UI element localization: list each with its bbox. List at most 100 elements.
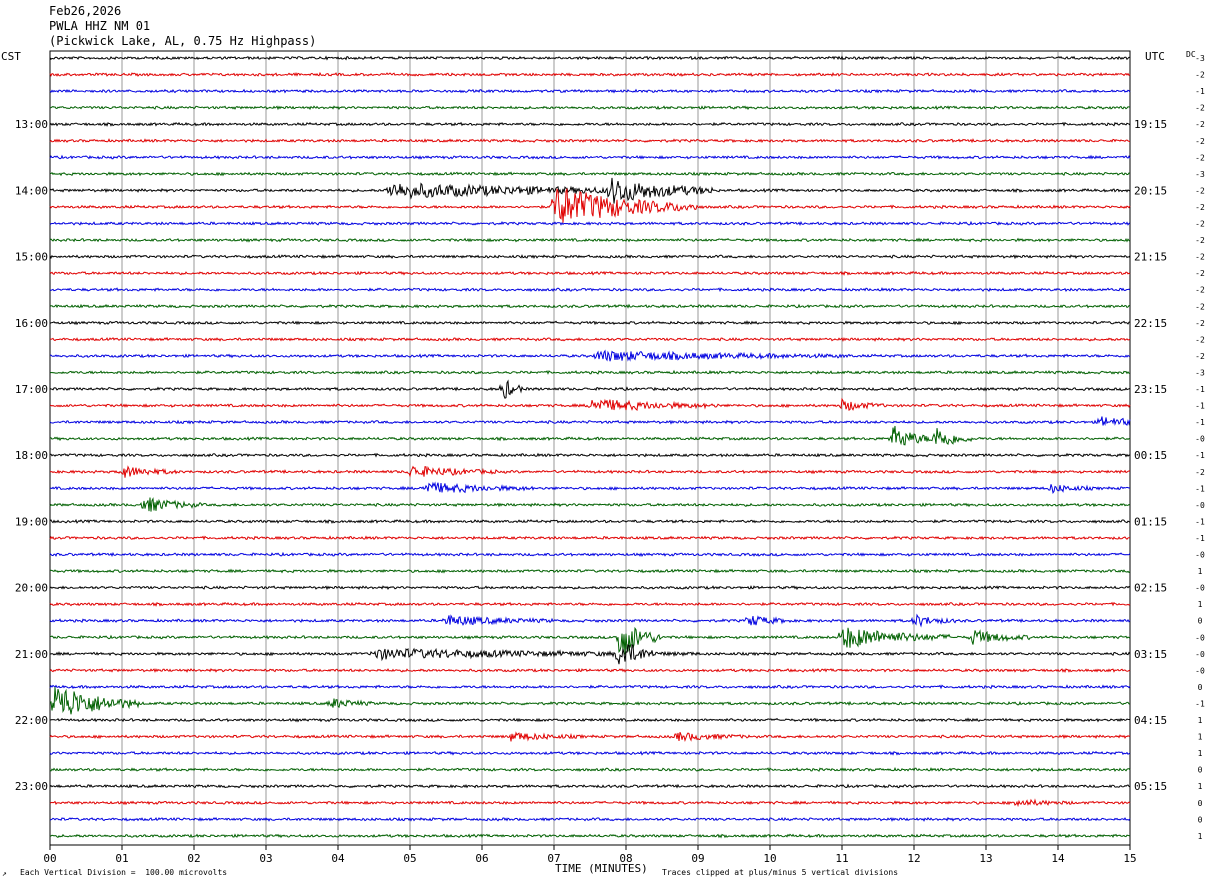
dc-offset-label: -2 bbox=[1195, 220, 1205, 229]
cst-hour-label: 21:00 bbox=[15, 648, 48, 661]
cst-hour-label: 23:00 bbox=[15, 780, 48, 793]
station-label: PWLA HHZ NM 01 bbox=[49, 19, 151, 33]
dc-offset-label: -0 bbox=[1195, 666, 1205, 675]
utc-hour-label: 05:15 bbox=[1134, 780, 1167, 793]
dc-offset-label: -2 bbox=[1195, 468, 1205, 477]
trace-row bbox=[49, 287, 1131, 293]
trace-row bbox=[49, 397, 1131, 411]
dc-offset-label: -2 bbox=[1195, 302, 1205, 311]
dc-offset-label: -2 bbox=[1195, 203, 1205, 212]
dc-offset-label: 0 bbox=[1198, 683, 1203, 692]
dc-offset-label: -1 bbox=[1195, 534, 1205, 543]
trace-row bbox=[49, 425, 1131, 446]
trace-row bbox=[49, 379, 1131, 399]
dc-offset-label: -3 bbox=[1195, 54, 1205, 63]
utc-hour-label: 20:15 bbox=[1134, 184, 1167, 197]
dc-offset-label: 1 bbox=[1198, 733, 1203, 742]
cst-hour-label: 15:00 bbox=[15, 251, 48, 264]
trace-row bbox=[49, 177, 1131, 204]
utc-axis-label: UTC bbox=[1145, 50, 1165, 63]
corner-mark: ↗ bbox=[2, 869, 7, 878]
utc-hour-label: 22:15 bbox=[1134, 317, 1167, 330]
date-label: Feb26,2026 bbox=[49, 4, 122, 18]
trace-row bbox=[49, 585, 1131, 591]
x-axis-title: TIME (MINUTES) bbox=[555, 862, 648, 875]
dc-offset-label: -1 bbox=[1195, 517, 1205, 526]
trace-row bbox=[49, 237, 1131, 243]
dc-offset-label: -1 bbox=[1195, 385, 1205, 394]
trace-row bbox=[49, 121, 1131, 127]
trace-row bbox=[49, 105, 1131, 111]
trace-row bbox=[49, 551, 1131, 557]
dc-offset-label: -1 bbox=[1195, 484, 1205, 493]
dc-offset-label: -2 bbox=[1195, 236, 1205, 245]
dc-offset-label: 1 bbox=[1198, 567, 1203, 576]
x-tick-label: 10 bbox=[763, 852, 776, 865]
trace-row bbox=[49, 369, 1131, 375]
dc-offset-label: 1 bbox=[1198, 832, 1203, 841]
trace-row bbox=[49, 481, 1131, 495]
x-tick-label: 07 bbox=[547, 852, 560, 865]
trace-row bbox=[49, 320, 1131, 326]
dc-offset-label: -0 bbox=[1195, 501, 1205, 510]
trace-row bbox=[49, 568, 1131, 574]
trace-row bbox=[49, 220, 1131, 226]
trace-row bbox=[50, 465, 1131, 478]
cst-hour-label: 16:00 bbox=[15, 317, 48, 330]
utc-hour-label: 19:15 bbox=[1134, 118, 1167, 131]
dc-offset-label: -3 bbox=[1195, 368, 1205, 377]
x-tick-label: 14 bbox=[1051, 852, 1065, 865]
trace-row bbox=[49, 55, 1131, 61]
dc-offset-label: -1 bbox=[1195, 451, 1205, 460]
dc-offset-label: -2 bbox=[1195, 104, 1205, 113]
trace-row bbox=[49, 766, 1131, 773]
utc-hour-label: 23:15 bbox=[1134, 383, 1167, 396]
utc-hour-label: 00:15 bbox=[1134, 449, 1167, 462]
utc-hour-label: 04:15 bbox=[1134, 714, 1167, 727]
trace-row bbox=[49, 88, 1131, 94]
x-tick-label: 04 bbox=[331, 852, 345, 865]
trace-row bbox=[49, 731, 1131, 743]
utc-hour-label: 01:15 bbox=[1134, 515, 1167, 528]
dc-offset-label: -0 bbox=[1195, 551, 1205, 560]
trace-row bbox=[49, 687, 1131, 715]
dc-offset-label: -2 bbox=[1195, 352, 1205, 361]
trace-row bbox=[49, 717, 1131, 723]
cst-hour-label: 22:00 bbox=[15, 714, 48, 727]
x-tick-label: 13 bbox=[979, 852, 992, 865]
trace-row bbox=[50, 452, 1131, 458]
x-tick-label: 12 bbox=[907, 852, 920, 865]
x-tick-label: 11 bbox=[835, 852, 848, 865]
dc-offset-label: -2 bbox=[1195, 335, 1205, 344]
dc-offset-label: -0 bbox=[1195, 435, 1205, 444]
plot-frame bbox=[49, 50, 1131, 846]
x-tick-label: 05 bbox=[403, 852, 416, 865]
dc-offset-label: 1 bbox=[1198, 600, 1203, 609]
cst-axis-label: CST bbox=[1, 50, 21, 63]
trace-row bbox=[50, 626, 1131, 655]
trace-row bbox=[49, 613, 1131, 628]
dc-offset-label: -2 bbox=[1195, 269, 1205, 278]
dc-offset-label: -3 bbox=[1195, 170, 1205, 179]
trace-row bbox=[49, 833, 1131, 839]
trace-row bbox=[49, 601, 1131, 607]
dc-offset-label: 1 bbox=[1198, 782, 1203, 791]
dc-offset-label: -2 bbox=[1195, 286, 1205, 295]
trace-row bbox=[49, 535, 1130, 541]
trace-row bbox=[49, 349, 1131, 362]
dc-offset-label: -1 bbox=[1195, 402, 1205, 411]
trace-row bbox=[50, 171, 1131, 177]
dc-offset-label: -2 bbox=[1195, 71, 1205, 80]
utc-hour-label: 02:15 bbox=[1134, 582, 1167, 595]
dc-offset-label: -1 bbox=[1195, 87, 1205, 96]
trace-row bbox=[49, 518, 1131, 525]
location-label: (Pickwick Lake, AL, 0.75 Hz Highpass) bbox=[49, 34, 317, 48]
cst-hour-label: 19:00 bbox=[15, 515, 48, 528]
x-tick-label: 02 bbox=[187, 852, 200, 865]
cst-hour-label: 13:00 bbox=[15, 118, 48, 131]
dc-offset-label: -1 bbox=[1195, 699, 1205, 708]
trace-row bbox=[49, 138, 1131, 144]
dc-offset-label: -0 bbox=[1195, 650, 1205, 659]
x-tick-label: 00 bbox=[43, 852, 56, 865]
